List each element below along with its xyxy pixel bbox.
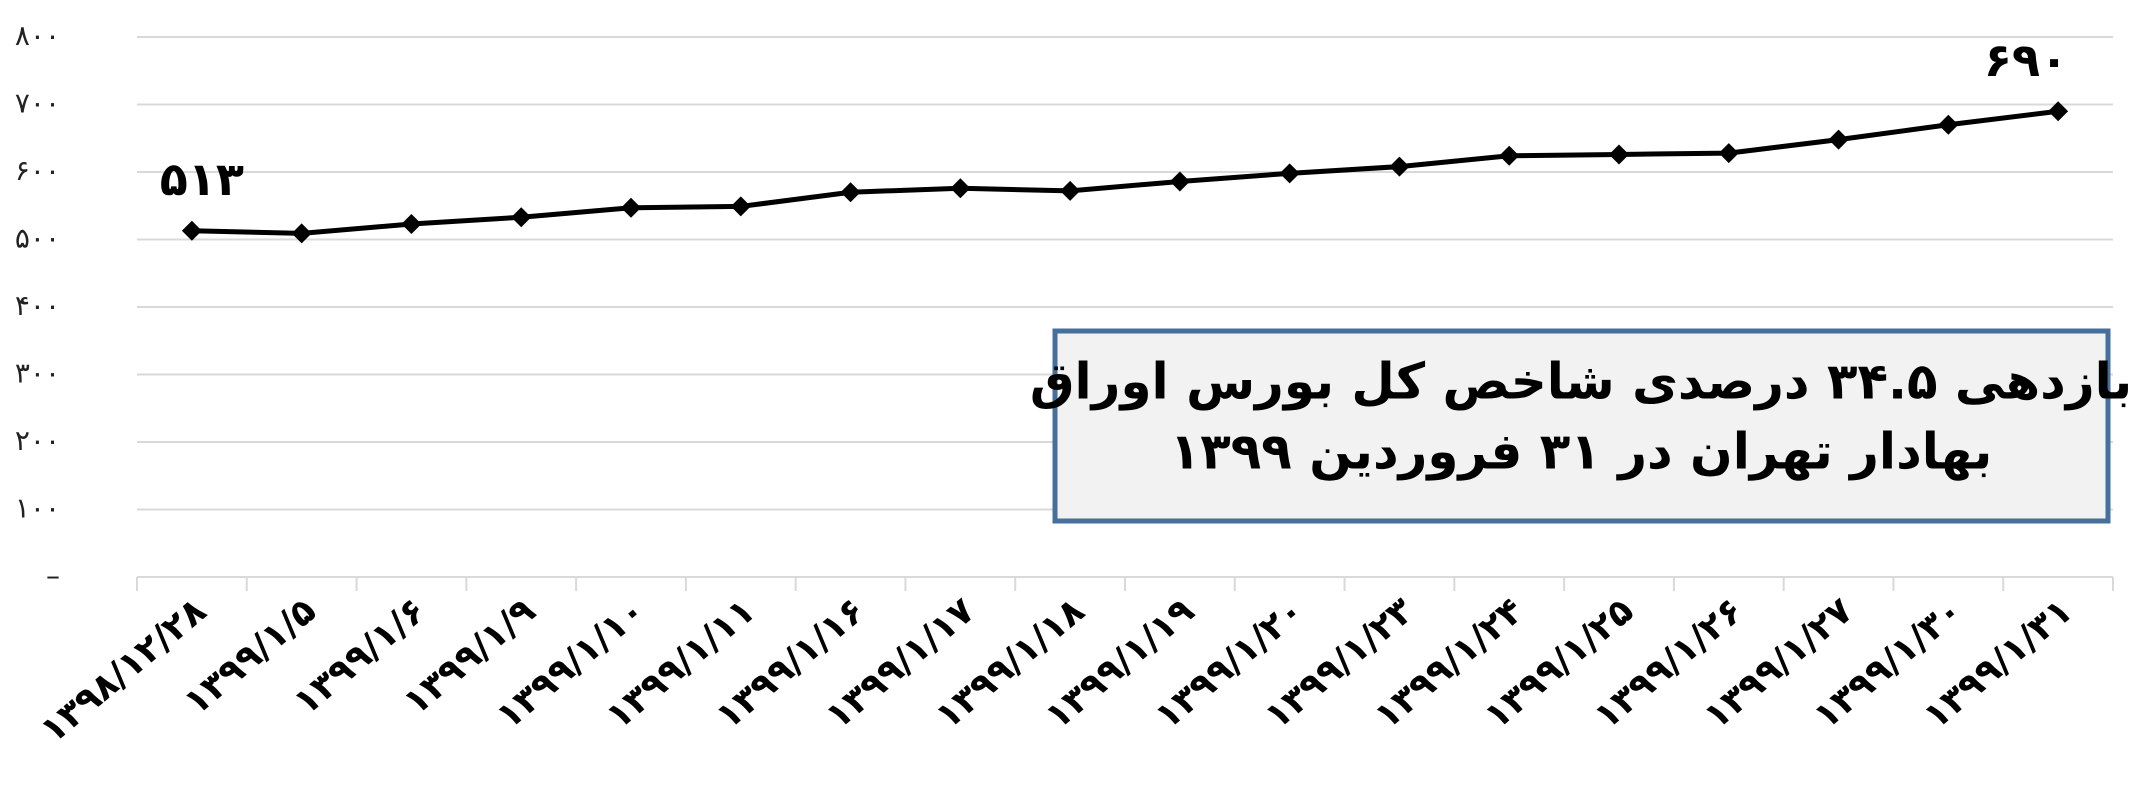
y-tick-label: ۱۰۰ (15, 492, 60, 525)
x-tick-label: ۱۳۹۸/۱۲/۲۸ (33, 590, 214, 751)
marker (1718, 143, 1739, 164)
marker (1389, 156, 1410, 177)
y-tick-label: ۵۰۰ (15, 222, 60, 255)
marker (1060, 180, 1081, 201)
marker (1609, 144, 1629, 165)
marker (1828, 129, 1849, 150)
y-tick-label: ۸۰۰ (15, 19, 60, 52)
y-tick-label: ۴۰۰ (15, 289, 60, 322)
marker (511, 207, 532, 228)
marker (1279, 163, 1300, 184)
data-label: ۶۹۰ (1984, 33, 2068, 87)
marker (1938, 114, 1959, 135)
y-tick-label: ۶۰۰ (15, 154, 60, 187)
marker (181, 220, 202, 241)
marker (621, 197, 641, 218)
y-tick-label: ۷۰۰ (15, 87, 60, 120)
marker (950, 178, 971, 199)
annotation-line: بازدهی ۳۴.۵ درصدی شاخص کل بورس اوراق (1030, 353, 2132, 412)
y-tick-label: – (46, 559, 60, 592)
marker (401, 213, 422, 234)
y-tick-label: ۲۰۰ (15, 424, 60, 457)
marker (2048, 101, 2069, 122)
marker (1169, 171, 1190, 192)
annotation-line: بهادار تهران در ۳۱ فروردین ۱۳۹۹ (1170, 423, 1993, 482)
annotation-box (1052, 328, 2111, 524)
marker (291, 223, 312, 244)
marker (730, 196, 751, 217)
marker (1499, 145, 1520, 166)
line (191, 108, 2059, 236)
y-tick-label: ۳۰۰ (15, 357, 60, 390)
data-label: ۵۱۳ (160, 152, 244, 206)
marker (840, 182, 861, 203)
